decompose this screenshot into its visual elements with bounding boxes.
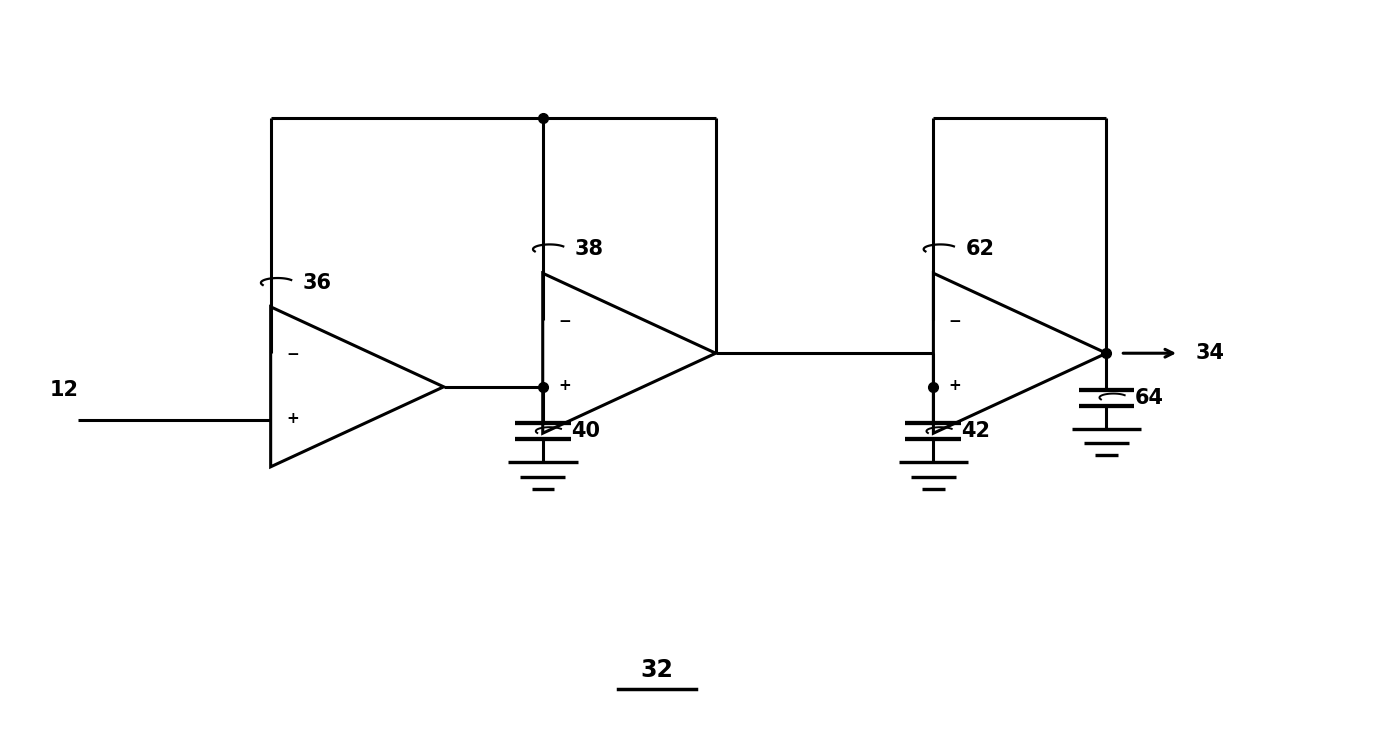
Text: 40: 40 — [570, 421, 600, 441]
Text: 34: 34 — [1195, 343, 1225, 364]
Text: 12: 12 — [50, 380, 78, 400]
Text: 62: 62 — [966, 239, 994, 259]
Text: 38: 38 — [575, 239, 604, 259]
Text: +: + — [287, 411, 299, 426]
Text: 42: 42 — [962, 421, 990, 441]
Text: −: − — [949, 314, 962, 328]
Text: −: − — [558, 314, 570, 328]
Text: +: + — [949, 377, 962, 393]
Text: −: − — [287, 347, 299, 362]
Text: 36: 36 — [303, 273, 331, 293]
Text: 64: 64 — [1134, 388, 1163, 407]
Text: +: + — [558, 377, 570, 393]
Text: 32: 32 — [640, 658, 674, 683]
